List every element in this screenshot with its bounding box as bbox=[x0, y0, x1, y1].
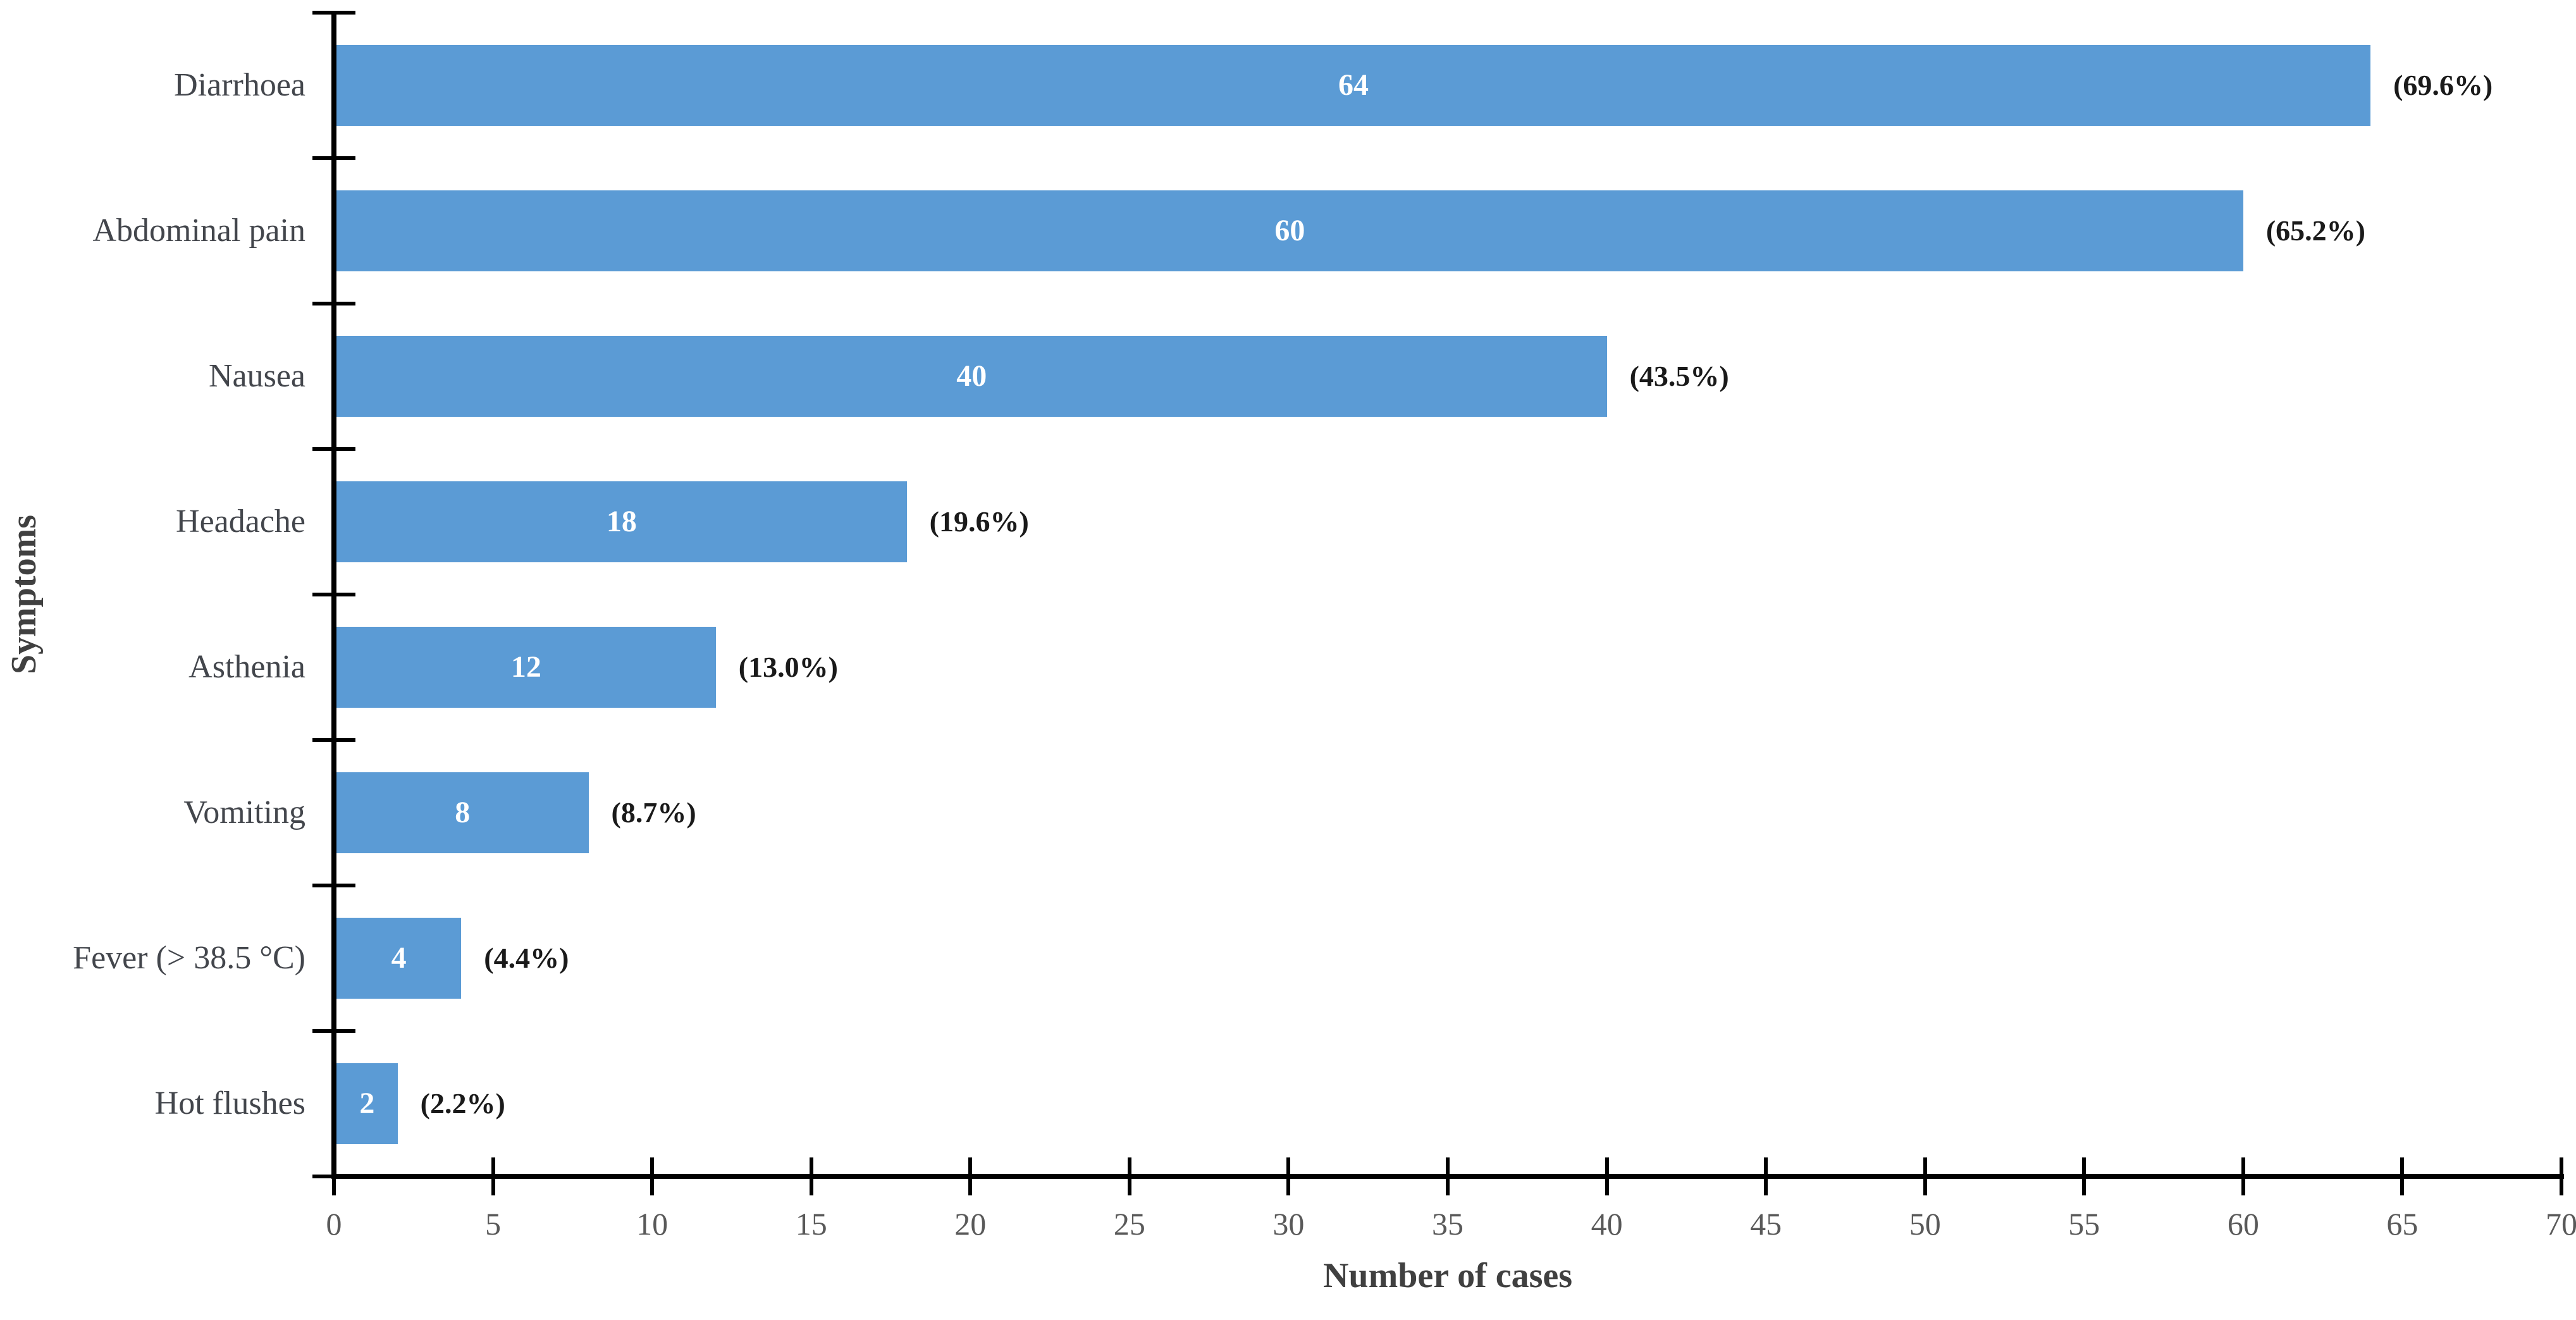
category-label: Asthenia bbox=[188, 649, 305, 685]
x-axis-tick bbox=[809, 1157, 813, 1195]
x-axis-tick bbox=[1127, 1157, 1131, 1195]
y-axis-tick bbox=[312, 884, 355, 887]
bar bbox=[336, 481, 907, 562]
category-label: Abdominal pain bbox=[92, 213, 305, 249]
bar bbox=[336, 336, 1607, 417]
x-axis-tick-label: 25 bbox=[1113, 1206, 1145, 1242]
category-label: Nausea bbox=[208, 358, 305, 394]
bar-pct-label: (43.5%) bbox=[1629, 360, 1729, 392]
x-axis-tick-label: 65 bbox=[2386, 1206, 2419, 1242]
y-axis-tick bbox=[312, 447, 355, 451]
x-axis-tick-label: 15 bbox=[795, 1206, 827, 1242]
x-axis-tick bbox=[1923, 1157, 1927, 1195]
x-axis-tick bbox=[2241, 1157, 2245, 1195]
bar-value-label: 2 bbox=[359, 1087, 375, 1120]
bar bbox=[336, 918, 462, 999]
y-axis-tick bbox=[312, 1029, 355, 1033]
bar-value-label: 4 bbox=[391, 941, 407, 975]
y-axis-tick bbox=[312, 738, 355, 742]
y-axis-tick bbox=[312, 11, 355, 15]
bar bbox=[336, 190, 2243, 271]
bar bbox=[336, 45, 2371, 126]
x-axis-tick-label: 30 bbox=[1273, 1206, 1305, 1242]
x-axis-tick bbox=[2560, 1157, 2563, 1195]
category-axis-labels: Diarrhoea Abdominal pain Nausea Headache Ast… bbox=[0, 13, 305, 1176]
x-axis-tick bbox=[1286, 1157, 1291, 1195]
category-label: Diarrhoea bbox=[174, 67, 305, 103]
x-axis-tick-label: 55 bbox=[2068, 1206, 2100, 1242]
bar bbox=[336, 627, 716, 708]
category-label: Fever (> 38.5 °C) bbox=[73, 940, 305, 976]
x-axis-tick bbox=[2082, 1157, 2086, 1195]
x-axis-tick bbox=[1446, 1157, 1450, 1195]
bar-pct-label: (13.0%) bbox=[738, 651, 838, 683]
x-axis-tick-label: 70 bbox=[2546, 1206, 2576, 1242]
bar-pct-label: (19.6%) bbox=[929, 505, 1029, 538]
x-axis-tick-label: 5 bbox=[485, 1206, 502, 1242]
y-axis-tick bbox=[312, 156, 355, 160]
bar-pct-label: (4.4%) bbox=[484, 942, 569, 974]
x-axis-tick-label: 60 bbox=[2227, 1206, 2259, 1242]
x-axis-tick-label: 45 bbox=[1750, 1206, 1782, 1242]
x-axis-tick bbox=[2400, 1157, 2405, 1195]
bar-value-label: 18 bbox=[606, 505, 637, 538]
x-axis-tick bbox=[1764, 1157, 1768, 1195]
bar-pct-label: (2.2%) bbox=[420, 1087, 505, 1120]
x-axis-tick bbox=[1605, 1157, 1609, 1195]
bar-value-label: 12 bbox=[510, 650, 541, 684]
y-axis-tick bbox=[312, 302, 355, 305]
bar-value-label: 40 bbox=[956, 359, 987, 393]
x-axis-tick-label: 50 bbox=[1909, 1206, 1941, 1242]
category-label: Headache bbox=[176, 503, 305, 540]
x-axis-tick bbox=[491, 1157, 495, 1195]
bar-value-label: 8 bbox=[455, 796, 471, 829]
y-axis-tick bbox=[312, 593, 355, 596]
x-axis-tick-label: 0 bbox=[326, 1206, 342, 1242]
x-axis-tick bbox=[332, 1157, 336, 1195]
bar-pct-label: (8.7%) bbox=[611, 796, 696, 829]
plot-area: 0 5 10 15 20 25 30 35 40 45 50 55 60 65 70 64 (69.6%) 60 (… bbox=[312, 11, 2576, 1242]
bar bbox=[336, 1063, 398, 1144]
bar bbox=[336, 772, 589, 853]
bar-value-label: 60 bbox=[1274, 214, 1305, 247]
x-axis-tick-label: 40 bbox=[1591, 1206, 1623, 1242]
bar-pct-label: (69.6%) bbox=[2393, 69, 2493, 101]
bar-value-label: 64 bbox=[1338, 68, 1369, 102]
category-label: Vomiting bbox=[183, 794, 305, 830]
x-axis-tick-label: 35 bbox=[1432, 1206, 1464, 1242]
bar-pct-label: (65.2%) bbox=[2265, 214, 2365, 247]
category-label: Hot flushes bbox=[154, 1085, 305, 1121]
x-axis-title: Number of cases bbox=[1322, 1256, 1573, 1295]
x-axis-tick bbox=[968, 1157, 973, 1195]
x-axis-tick-label: 10 bbox=[636, 1206, 669, 1242]
x-axis-tick bbox=[650, 1157, 655, 1195]
x-axis-tick-label: 20 bbox=[954, 1206, 987, 1242]
